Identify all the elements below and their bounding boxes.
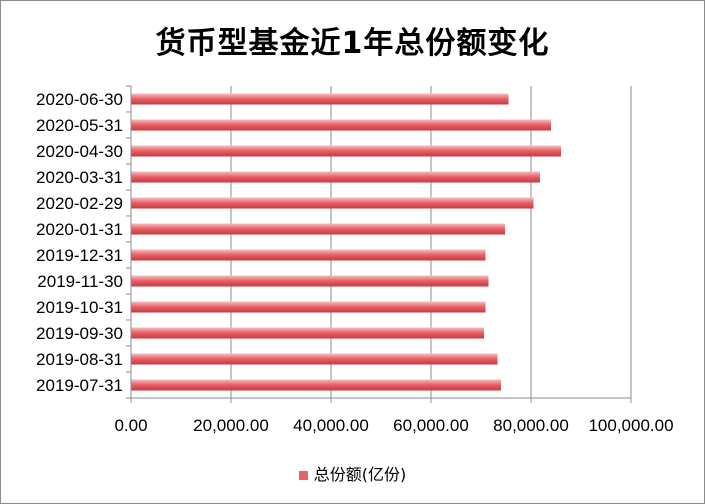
y-tick-label: 2020-04-30 [36, 142, 123, 161]
y-tick-label: 2019-09-30 [36, 324, 123, 343]
bar [131, 93, 509, 105]
y-tick-label: 2019-08-31 [36, 350, 123, 369]
bar [131, 327, 484, 339]
y-tick-label: 2019-07-31 [36, 376, 123, 395]
y-tick-label: 2019-12-31 [36, 246, 123, 265]
y-tick-label: 2020-02-29 [36, 194, 123, 213]
y-tick-label: 2020-01-31 [36, 220, 123, 239]
bar [131, 119, 551, 131]
bar [131, 197, 534, 209]
x-tick-label: 40,000.00 [293, 416, 369, 435]
y-tick-label: 2020-05-31 [36, 116, 123, 135]
bar [131, 223, 505, 235]
bar [131, 379, 501, 391]
x-tick-label: 100,000.00 [588, 416, 673, 435]
legend-label: 总份额(亿份) [313, 465, 407, 484]
x-tick-label: 60,000.00 [393, 416, 469, 435]
bar [131, 249, 486, 261]
y-tick-label: 2020-03-31 [36, 168, 123, 187]
y-tick-label: 2019-10-31 [36, 298, 123, 317]
legend-swatch [298, 471, 308, 480]
bar [131, 353, 498, 365]
chart-title: 货币型基金近1年总份额变化 [155, 26, 550, 61]
bar [131, 275, 489, 287]
y-tick-label: 2020-06-30 [36, 90, 123, 109]
bar [131, 171, 540, 183]
x-tick-label: 20,000.00 [193, 416, 269, 435]
bar [131, 145, 561, 157]
y-tick-label: 2019-11-30 [37, 272, 123, 291]
x-tick-label: 80,000.00 [493, 416, 569, 435]
x-tick-label: 0.00 [114, 416, 147, 435]
bar [131, 301, 486, 313]
legend: 总份额(亿份) [0, 461, 705, 485]
